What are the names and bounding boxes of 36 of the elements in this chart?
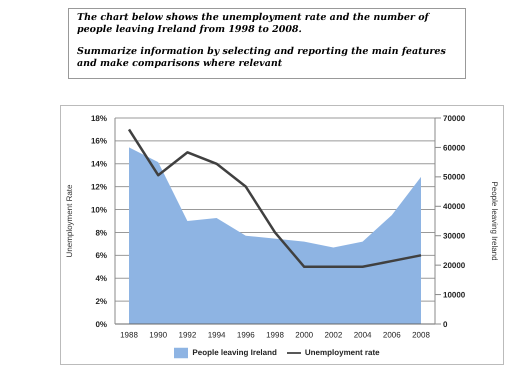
y-tick-label: 4% [95,274,107,284]
legend-label: People leaving Ireland [192,348,277,358]
x-tick-label: 1990 [149,330,168,340]
y-axis-title: Unemployment Rate [64,184,74,258]
x-tick-label: 2004 [354,330,372,340]
y2-tick-label: 10000 [443,290,466,300]
x-tick-label: 1988 [120,330,138,340]
chart-title: The chart below shows the unemployment rate and the number of people leaving Ireland from 1998 to 2008. [77,12,431,36]
y-tick-label: 16% [90,136,107,146]
x-tick-label: 2006 [382,330,402,340]
y-tick-label: 2% [95,296,107,306]
y-tick-label: 12% [90,182,107,192]
y-tick-label: 8% [95,228,107,238]
y-tick-label: 18% [90,114,107,123]
y2-tick-label: 50000 [443,172,466,182]
line-series [128,128,422,268]
y-tick-label: 14% [90,160,107,169]
x-tick-label: 2002 [324,330,343,340]
y2-tick-label: 30000 [443,232,466,241]
y2-tick-label: 70000 [443,114,466,123]
chart-subtitle: Summarize information by selecting and reporting the main features and make comparisons where relevant [77,46,447,70]
y2-axis-title: People leaving Ireland [490,181,500,261]
y-tick-label: 10% [90,205,107,214]
y-tick-label: 0% [95,320,107,329]
y-tick-label: 6% [95,251,107,260]
x-tick-label: 1996 [236,330,256,340]
y2-tick-label: 60000 [443,143,466,152]
y2-tick-label: 40000 [443,202,466,212]
x-tick-label: 1998 [266,330,284,340]
x-tick-label: 1994 [208,330,226,340]
x-tick-label: 2000 [295,330,314,340]
legend-label: Unemployment rate [304,348,380,358]
y2-tick-label: 20000 [443,260,466,270]
y2-tick-label: 0 [443,320,448,329]
x-tick-label: 2008 [412,330,430,340]
x-tick-label: 1992 [178,330,197,340]
